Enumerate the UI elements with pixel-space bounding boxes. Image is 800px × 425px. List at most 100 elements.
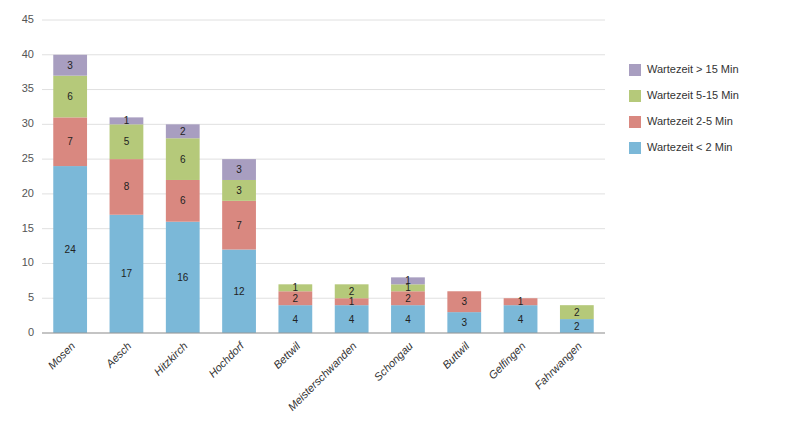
grid-line: [42, 89, 605, 90]
bar-segment: [560, 319, 594, 333]
bars: [53, 55, 593, 333]
data-label: 2: [349, 286, 355, 297]
legend-label: Wartezeit < 2 Min: [647, 141, 732, 153]
y-tick-label: 15: [22, 222, 34, 234]
x-axis-line: [42, 333, 605, 334]
x-tick-label: Aesch: [103, 340, 134, 371]
bar-segment: [53, 76, 87, 118]
data-label: 3: [67, 60, 73, 71]
y-tick-label: 0: [28, 326, 34, 338]
x-tick-label: Hochdorf: [206, 339, 247, 380]
x-tick-label: Hitzkirch: [152, 340, 190, 378]
data-label: 17: [121, 268, 133, 279]
data-label: 1: [405, 275, 411, 286]
data-label: 4: [349, 314, 355, 325]
data-label: 4: [518, 314, 524, 325]
chart: 0510152025303540452417161244434278672123…: [0, 0, 800, 425]
bar-segment: [166, 180, 200, 222]
data-label: 2: [574, 307, 580, 318]
data-label: 4: [293, 314, 299, 325]
y-tick-label: 10: [22, 256, 34, 268]
bar-segment: [391, 291, 425, 305]
legend-label: Wartezeit > 15 Min: [647, 63, 739, 75]
x-tick-label: Schongau: [372, 340, 416, 384]
bar-segment: [222, 180, 256, 201]
legend-label: Wartezeit 5-15 Min: [647, 89, 739, 101]
x-tick-label: Bettwil: [271, 339, 303, 371]
data-label: 7: [67, 136, 73, 147]
x-tick-label: Meisterschwanden: [285, 340, 358, 413]
y-tick-label: 45: [22, 13, 34, 25]
data-label: 24: [65, 244, 77, 255]
y-tick-label: 40: [22, 48, 34, 60]
bar-segment: [447, 291, 481, 292]
bar-segment: [335, 305, 369, 333]
bar-segment: [335, 284, 369, 298]
bar-segment: [447, 291, 481, 292]
chart-container: 0510152025303540452417161244434278672123…: [0, 0, 800, 425]
bar-segment: [447, 291, 481, 312]
data-label: 2: [405, 293, 411, 304]
y-tick-label: 5: [28, 291, 34, 303]
page: {"chart_data": {"type": "bar", "stacked"…: [0, 0, 800, 425]
data-label: 3: [236, 185, 242, 196]
data-label: 7: [236, 220, 242, 231]
data-label: 8: [124, 181, 130, 192]
data-label: 1: [124, 115, 130, 126]
bar-segment: [560, 305, 594, 306]
data-label: 1: [518, 296, 524, 307]
bar-segment: [53, 55, 87, 76]
bar-segment: [110, 215, 144, 333]
legend-swatch: [629, 142, 641, 154]
y-tick-label: 20: [22, 187, 34, 199]
bar-segment: [222, 201, 256, 250]
data-labels: 241716124443427867212316563121231231: [65, 60, 580, 332]
bar-segment: [53, 166, 87, 333]
bar-segment: [166, 222, 200, 333]
data-label: 16: [177, 272, 189, 283]
bar-segment: [504, 305, 538, 333]
bar-segment: [222, 159, 256, 180]
data-label: 2: [293, 293, 299, 304]
bar-segment: [110, 124, 144, 159]
data-label: 3: [461, 296, 467, 307]
data-label: 6: [180, 154, 186, 165]
data-label: 4: [405, 314, 411, 325]
grid-line: [42, 54, 605, 55]
legend-swatch: [629, 64, 641, 76]
bar-segment: [391, 305, 425, 333]
legend-swatch: [629, 116, 641, 128]
bar-segment: [278, 291, 312, 305]
bar-segment: [110, 159, 144, 215]
bar-segment: [335, 284, 369, 285]
data-label: 2: [180, 126, 186, 137]
data-label: 3: [461, 317, 467, 328]
grid-line: [42, 333, 605, 334]
bar-segment: [166, 138, 200, 180]
data-label: 6: [67, 91, 73, 102]
data-label: 6: [180, 195, 186, 206]
y-tick-label: 30: [22, 117, 34, 129]
bar-segment: [222, 250, 256, 333]
legend-swatch: [629, 90, 641, 102]
data-label: 2: [574, 321, 580, 332]
x-tick-label: Mosen: [45, 340, 77, 372]
x-tick-label: Gelfingen: [486, 340, 528, 382]
bar-segment: [560, 305, 594, 319]
data-label: 12: [233, 286, 245, 297]
x-tick-label: Fahrwangen: [532, 340, 584, 392]
data-label: 5: [124, 136, 130, 147]
data-label: 3: [236, 164, 242, 175]
legend: Wartezeit > 15 Min Wartezeit 5-15 Min Wart…: [629, 63, 739, 154]
grid-line: [42, 20, 605, 21]
y-tick-label: 25: [22, 152, 34, 164]
bar-segment: [166, 124, 200, 138]
bar-segment: [53, 117, 87, 166]
data-label: 1: [293, 282, 299, 293]
y-tick-label: 35: [22, 82, 34, 94]
data-label: 1: [349, 296, 355, 307]
bar-segment: [447, 312, 481, 333]
grid: [42, 20, 605, 333]
x-tick-label: Buttwil: [440, 339, 472, 371]
legend-label: Wartezeit 2-5 Min: [647, 115, 733, 127]
